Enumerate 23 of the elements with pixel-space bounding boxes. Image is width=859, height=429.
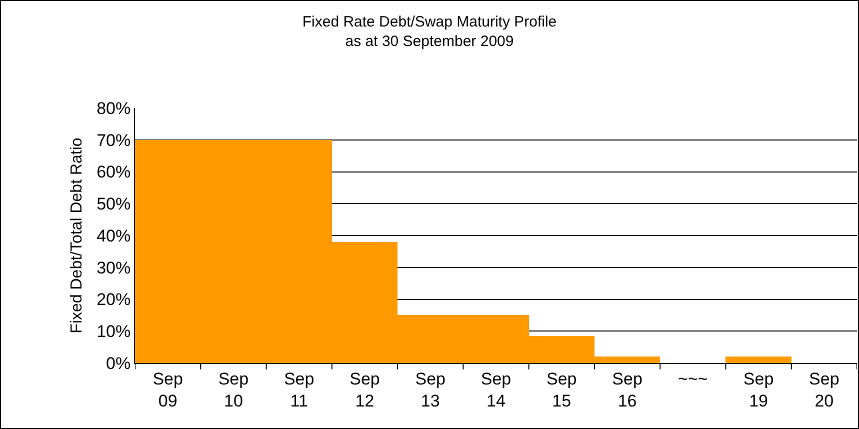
y-tick-label: 80% (96, 98, 131, 118)
x-tick-label: Sep 19 (743, 369, 774, 410)
y-axis-title: Fixed Debt/Total Debt Ratio (68, 138, 86, 334)
x-tick-label: Sep 12 (350, 369, 380, 410)
x-tick-label: Sep 09 (152, 369, 183, 410)
y-tick-label: 70% (96, 130, 131, 150)
x-tick-label: Sep 13 (415, 369, 446, 410)
y-tick-label: 30% (96, 258, 131, 278)
y-tick-label: 20% (96, 290, 131, 310)
x-tick-label: Sep 20 (809, 369, 840, 410)
x-tick-label: ~~~ (678, 369, 708, 388)
x-tick-label: Sep 15 (546, 369, 577, 410)
x-tick-label: Sep 14 (480, 369, 512, 410)
y-tick-label: 10% (96, 322, 131, 342)
y-tick-label: 50% (96, 194, 131, 214)
bar (726, 356, 792, 363)
chart-title: Fixed Rate Debt/Swap Maturity Profile as at 30 September 2009 (302, 14, 557, 50)
y-tick-label: 0% (106, 354, 131, 373)
x-tick-label: Sep 11 (284, 369, 314, 410)
x-tick-label: Sep 10 (218, 369, 249, 410)
y-tick-label: 60% (96, 162, 131, 182)
y-tick-label: 40% (96, 226, 131, 246)
x-tick-label: Sep 16 (612, 369, 642, 410)
